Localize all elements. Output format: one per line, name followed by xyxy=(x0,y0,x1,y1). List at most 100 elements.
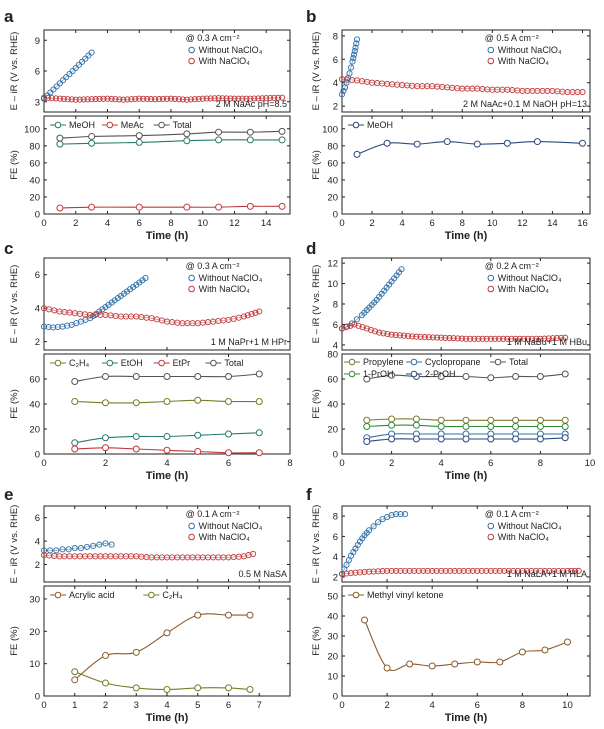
x-tick-label: 0 xyxy=(41,700,46,711)
data-point xyxy=(102,679,109,687)
data-point xyxy=(56,204,64,212)
data-point xyxy=(447,567,454,574)
data-point xyxy=(44,94,52,101)
data-point xyxy=(102,399,109,407)
y-tick-label: 30 xyxy=(29,594,40,605)
series xyxy=(56,127,286,142)
data-point xyxy=(252,309,259,316)
data-point xyxy=(384,330,391,338)
data-point xyxy=(340,87,347,94)
y-tick-label: 2 xyxy=(35,560,40,571)
legend-label: Without NaClO₄ xyxy=(199,45,263,55)
x-tick-label: 6 xyxy=(430,218,435,229)
data-point xyxy=(66,71,73,78)
data-point xyxy=(225,430,232,438)
x-tick-label: 1 xyxy=(72,700,77,711)
x-tick-label: 12 xyxy=(517,218,528,229)
data-point xyxy=(235,95,242,102)
data-point xyxy=(231,95,238,102)
data-point xyxy=(363,325,370,332)
data-point xyxy=(163,433,171,440)
legend-label: Cyclopropane xyxy=(425,357,481,367)
data-point xyxy=(102,540,109,547)
x-tick-label: 8 xyxy=(460,218,465,229)
data-point xyxy=(529,335,536,342)
data-point xyxy=(163,686,171,694)
data-point xyxy=(246,611,254,619)
x-tick-label: 4 xyxy=(105,218,110,229)
y-tick-label: 20 xyxy=(29,627,40,638)
series xyxy=(338,76,586,96)
data-point xyxy=(533,335,540,342)
x-tick-label: 0 xyxy=(41,458,46,469)
data-point xyxy=(194,396,202,404)
panel-f: f 2 4 6 8 E – iR (V vs. RHE) @ 0.1 A cm⁻² Witho… xyxy=(306,485,591,724)
legend-marker xyxy=(210,359,217,367)
data-point xyxy=(555,567,562,574)
data-point xyxy=(523,567,530,574)
data-point xyxy=(96,95,103,102)
data-point xyxy=(54,323,61,331)
panel-letter: a xyxy=(4,7,14,26)
y-tick-label: 6 xyxy=(333,55,338,66)
x-tick-label: 0 xyxy=(339,218,344,229)
data-point xyxy=(568,567,575,574)
electrolyte-label: 2 M NaAc+0.1 M NaOH pH=13 xyxy=(463,99,587,109)
data-point xyxy=(256,308,263,315)
data-point xyxy=(88,49,95,56)
data-point xyxy=(250,550,257,557)
data-point xyxy=(194,684,202,692)
series xyxy=(40,94,286,103)
data-point xyxy=(438,334,445,341)
data-point xyxy=(462,435,470,443)
y-tick-label: 40 xyxy=(327,400,338,411)
x-tick-label: 10 xyxy=(197,218,208,229)
series xyxy=(56,202,286,212)
x-tick-label: 10 xyxy=(562,700,573,711)
x-tick-label: 8 xyxy=(538,458,543,469)
data-point xyxy=(355,322,362,329)
voltage-plot: 4 6 8 10 12 E – iR (V vs. RHE) @ 0.2 A cm⁻² Wit… xyxy=(311,257,591,351)
data-point xyxy=(50,324,57,331)
data-point xyxy=(451,567,458,574)
data-point xyxy=(225,398,232,405)
data-point xyxy=(156,96,163,103)
data-point xyxy=(343,570,350,577)
series-line xyxy=(43,52,92,99)
data-point xyxy=(519,567,526,574)
y-tick-label: 6 xyxy=(35,67,40,78)
data-point xyxy=(338,570,346,577)
data-point xyxy=(116,96,123,103)
y-tick-label: 6 xyxy=(333,532,338,543)
data-point xyxy=(48,95,55,102)
legend-label: Without NaClO₄ xyxy=(199,521,263,531)
data-point xyxy=(537,335,544,342)
data-point xyxy=(384,567,391,574)
data-point xyxy=(363,423,371,430)
y-tick-label: 10 xyxy=(327,279,338,290)
data-point xyxy=(487,416,495,424)
data-point xyxy=(415,567,422,574)
y-tick-label: 100 xyxy=(322,124,338,135)
data-point xyxy=(132,684,140,692)
data-point xyxy=(71,439,79,447)
legend-label: With NaClO₄ xyxy=(498,532,550,542)
y-tick-label: 40 xyxy=(29,400,40,411)
data-point xyxy=(487,567,494,574)
data-point xyxy=(88,96,95,103)
data-point xyxy=(135,203,143,211)
x-tick-label: 0 xyxy=(41,218,46,229)
data-point xyxy=(187,96,194,103)
data-point xyxy=(546,567,553,574)
data-point xyxy=(562,334,569,341)
legend: Methyl vinyl ketone xyxy=(348,590,444,600)
fe-plot: 0 20 40 60 80 100 0 2 4 6 8 10 12 14 FE (%) MeOH MeAc Tot… xyxy=(9,115,291,229)
panel-letter: c xyxy=(4,239,13,258)
y-tick-label: 10 xyxy=(327,672,338,683)
data-point xyxy=(504,335,511,342)
data-point xyxy=(396,332,403,339)
data-point xyxy=(102,444,109,452)
panel-a: a 3 6 9 E – iR (V vs. RHE) @ 0.3 A cm⁻² Withou… xyxy=(4,7,291,242)
x-tick-label: 4 xyxy=(164,700,169,711)
data-point xyxy=(412,415,420,423)
